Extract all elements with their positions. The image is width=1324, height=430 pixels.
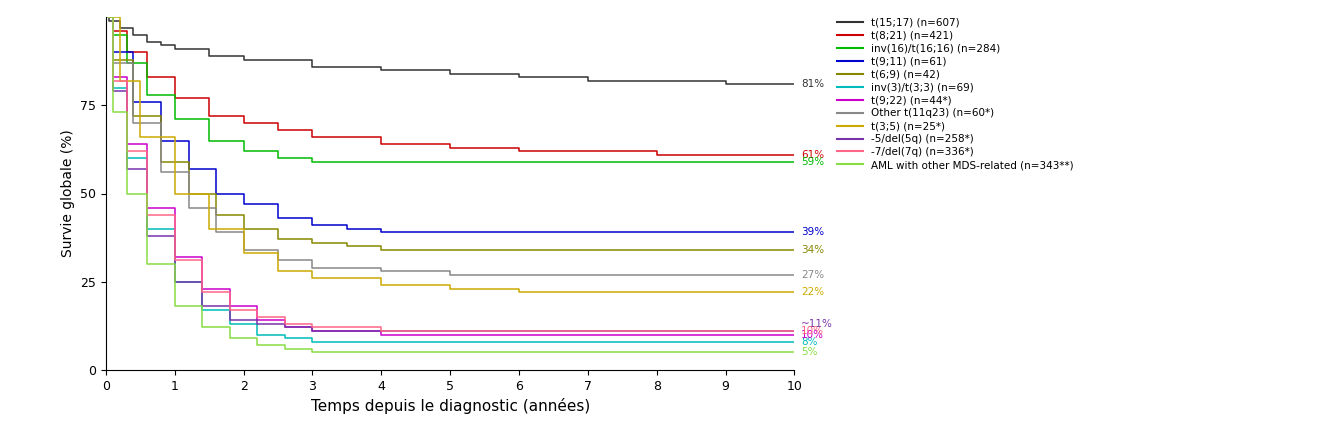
Text: 61%: 61%: [801, 150, 825, 160]
Text: 8%: 8%: [801, 337, 818, 347]
Text: 22%: 22%: [801, 287, 825, 297]
Text: 59%: 59%: [801, 157, 825, 167]
Text: 81%: 81%: [801, 79, 825, 89]
Text: ~11%: ~11%: [801, 319, 833, 329]
X-axis label: Temps depuis le diagnostic (années): Temps depuis le diagnostic (années): [311, 398, 589, 414]
Text: 27%: 27%: [801, 270, 825, 280]
Text: 5%: 5%: [801, 347, 818, 357]
Legend: t(15;17) (n=607), t(8;21) (n=421), inv(16)/t(16;16) (n=284), t(9;11) (n=61), t(6: t(15;17) (n=607), t(8;21) (n=421), inv(1…: [833, 14, 1078, 174]
Text: 10%: 10%: [801, 326, 825, 336]
Text: 39%: 39%: [801, 227, 825, 237]
Text: 34%: 34%: [801, 245, 825, 255]
Y-axis label: Survie globale (%): Survie globale (%): [61, 129, 74, 258]
Text: 10%: 10%: [801, 329, 825, 340]
